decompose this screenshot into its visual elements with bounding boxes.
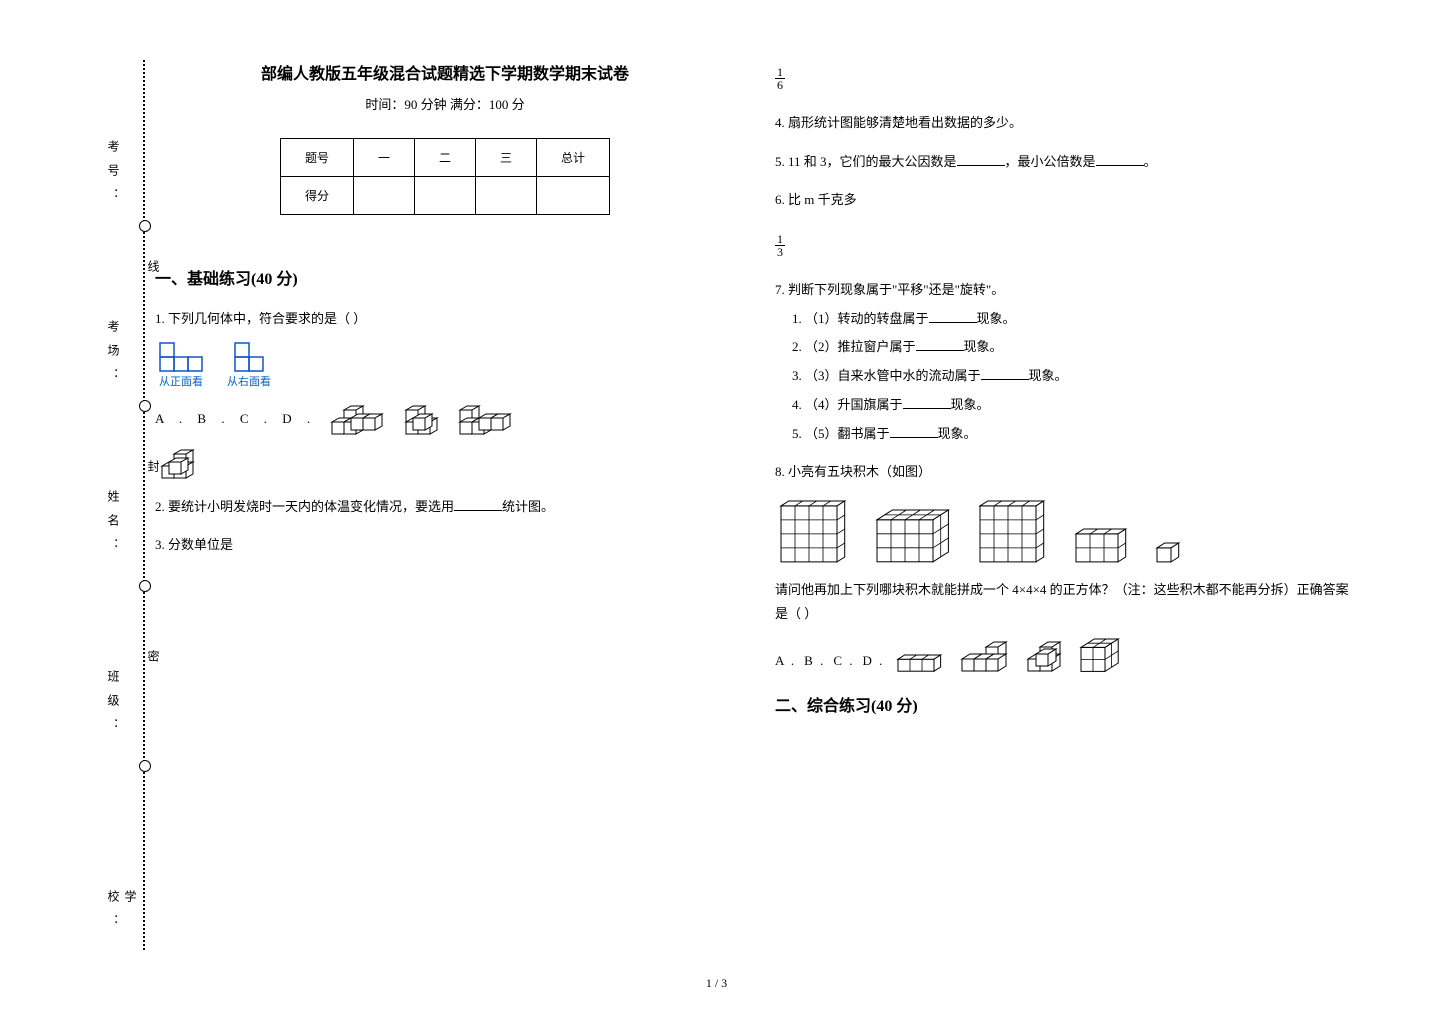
- q5: 5. 11 和 3，它们的最大公因数是，最小公倍数是。: [775, 150, 1355, 175]
- q8-note: 请问他再加上下列哪块积木就能拼成一个 4×4×4 的正方体？（注：这些积木都不能…: [775, 578, 1355, 627]
- section-2-heading: 二、综合练习(40 分): [775, 692, 1355, 716]
- seal-circle: [139, 760, 151, 772]
- q1: 1. 下列几何体中，符合要求的是（ ） 从正面看 从右面看 A . B . C …: [155, 307, 735, 481]
- th-2: 二: [414, 139, 475, 177]
- label-class: 班级：: [105, 670, 122, 742]
- block-1-icon: [779, 499, 847, 564]
- page-number: 1 / 3: [706, 976, 727, 991]
- fraction-1-6: 1 6: [775, 66, 785, 91]
- q7-text: 7. 判断下列现象属于"平移"还是"旋转"。: [775, 278, 1355, 303]
- left-column: 部编人教版五年级混合试题精选下学期数学期末试卷 时间：90 分钟 满分：100 …: [155, 60, 735, 734]
- block-5-icon: [1155, 541, 1181, 564]
- cube-c-icon: [457, 403, 513, 437]
- q1-view-front: 从正面看: [155, 342, 207, 393]
- opt-b-icon: [959, 639, 1009, 674]
- right-view-icon: [234, 342, 264, 372]
- opt-c-label: C .: [240, 411, 273, 426]
- opt-d-label: D .: [863, 649, 885, 674]
- q4: 4. 扇形统计图能够清楚地看出数据的多少。: [775, 111, 1355, 136]
- q1-text: 1. 下列几何体中，符合要求的是（ ）: [155, 307, 735, 332]
- td-blank: [353, 177, 414, 215]
- cube-a-icon: [329, 403, 385, 437]
- q7-item: （3）自来水管中水的流动属于现象。: [805, 364, 1355, 389]
- label-school: 学校：: [105, 890, 139, 950]
- block-2-icon: [875, 508, 950, 564]
- td-blank: [414, 177, 475, 215]
- seal-circle: [139, 400, 151, 412]
- q1-options: A . B . C . D .: [155, 403, 735, 437]
- opt-a-icon: [896, 653, 943, 673]
- q8: 8. 小亮有五块积木（如图） 请问他再加上下列哪块积木就能拼成一个 4×4×4 …: [775, 460, 1355, 673]
- q6: 6. 比 m 千克多: [775, 188, 1355, 213]
- cube-b-icon: [403, 403, 440, 437]
- denominator: 6: [775, 79, 785, 91]
- front-view-icon: [159, 342, 203, 372]
- front-label: 从正面看: [155, 372, 207, 393]
- opt-a-label: A .: [775, 649, 796, 674]
- seal-circle: [139, 220, 151, 232]
- label-room: 考场：: [105, 320, 122, 392]
- page-content: 部编人教版五年级混合试题精选下学期数学期末试卷 时间：90 分钟 满分：100 …: [155, 60, 1395, 734]
- score-table: 题号 一 二 三 总计 得分: [280, 138, 610, 215]
- opt-a-label: A .: [155, 411, 188, 426]
- th-total: 总计: [537, 139, 610, 177]
- opt-b-label: B .: [804, 649, 825, 674]
- block-3-icon: [978, 499, 1046, 564]
- q2: 2. 要统计小明发烧时一天内的体温变化情况，要选用统计图。: [155, 495, 735, 520]
- q3: 3. 分数单位是: [155, 533, 735, 558]
- td-blank: [476, 177, 537, 215]
- fraction-1-3: 1 3: [775, 233, 785, 258]
- opt-b-label: B .: [197, 411, 230, 426]
- td-score: 得分: [280, 177, 353, 215]
- cube-d-icon: [159, 447, 196, 481]
- q7-item: （5）翻书属于现象。: [805, 422, 1355, 447]
- th-3: 三: [476, 139, 537, 177]
- section-1-heading: 一、基础练习(40 分): [155, 265, 735, 289]
- opt-c-icon: [1025, 639, 1063, 674]
- opt-c-label: C .: [833, 649, 854, 674]
- table-row: 得分: [280, 177, 609, 215]
- q8-options: A . B . C . D .: [775, 637, 1355, 673]
- q7-item: （1）转动的转盘属于现象。: [805, 307, 1355, 332]
- seal-circle: [139, 580, 151, 592]
- right-column: 1 6 4. 扇形统计图能够清楚地看出数据的多少。 5. 11 和 3，它们的最…: [775, 60, 1355, 734]
- opt-d-icon: [1079, 637, 1120, 673]
- q1-view-right: 从右面看: [227, 342, 271, 393]
- q7-item: （2）推拉窗户属于现象。: [805, 335, 1355, 360]
- q7-item: （4）升国旗属于现象。: [805, 393, 1355, 418]
- denominator: 3: [775, 246, 785, 258]
- label-examno: 考号：: [105, 140, 122, 212]
- q8-text: 8. 小亮有五块积木（如图）: [775, 460, 1355, 485]
- page-subtitle: 时间：90 分钟 满分：100 分: [155, 94, 735, 113]
- block-4-icon: [1074, 527, 1128, 564]
- q7-list: （1）转动的转盘属于现象。 （2）推拉窗户属于现象。 （3）自来水管中水的流动属…: [805, 307, 1355, 446]
- th-num: 题号: [280, 139, 353, 177]
- q8-blocks: [775, 499, 1355, 564]
- page-title: 部编人教版五年级混合试题精选下学期数学期末试卷: [155, 60, 735, 84]
- table-row: 题号 一 二 三 总计: [280, 139, 609, 177]
- q7: 7. 判断下列现象属于"平移"还是"旋转"。 （1）转动的转盘属于现象。 （2）…: [775, 278, 1355, 446]
- label-name: 姓名：: [105, 490, 122, 562]
- td-blank: [537, 177, 610, 215]
- opt-d-label: D .: [282, 411, 316, 426]
- binding-sidebar: 考号： 线 考场： 封 姓名： 密 班级： 学校：: [55, 60, 145, 950]
- right-label: 从右面看: [227, 372, 271, 393]
- th-1: 一: [353, 139, 414, 177]
